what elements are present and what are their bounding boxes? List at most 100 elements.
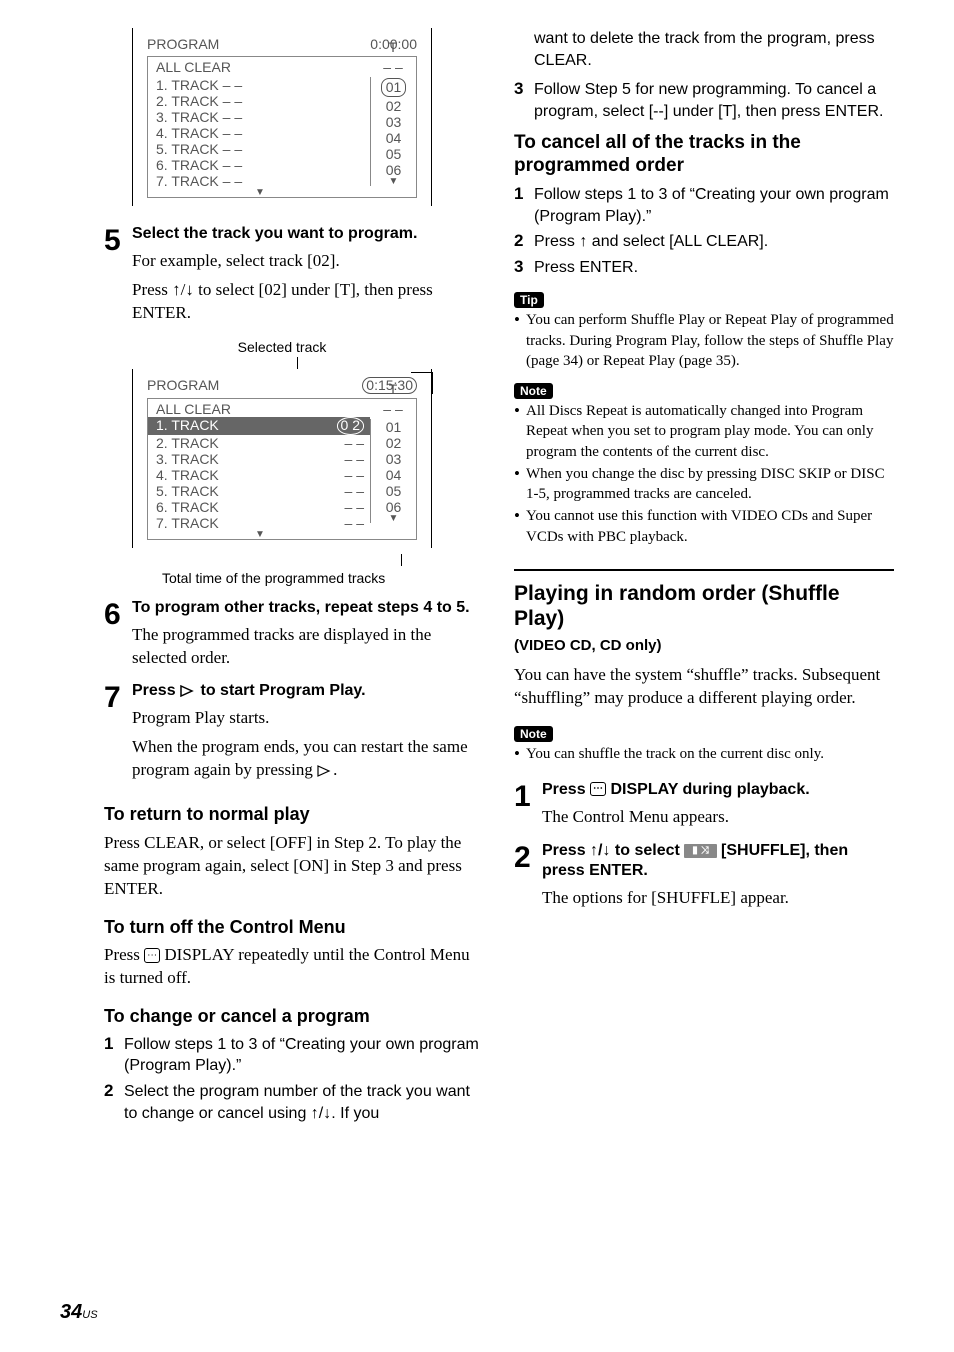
list-number: 2 — [104, 1081, 124, 1124]
step-head-part: Press ↑/↓ to select — [542, 842, 684, 859]
step-heading: Press ⋯ DISPLAY during playback. — [542, 780, 894, 800]
track-dash: – – — [345, 483, 364, 499]
track-dash: – – — [345, 435, 364, 451]
step-head-part: Press — [132, 682, 180, 699]
page-num: 34 — [60, 1301, 82, 1323]
track-row: 1. TRACK — [156, 417, 219, 434]
step-number: 2 — [514, 843, 542, 873]
page-suffix: US — [82, 1309, 97, 1321]
step-text-part: When the program ends, you can restart t… — [132, 737, 468, 779]
shuffle-icon: ▮ ⤨ — [684, 844, 716, 859]
track-dash: – – — [345, 499, 364, 515]
track-row: 2. TRACK – – — [156, 93, 364, 109]
right-item: 03 — [371, 451, 416, 467]
track-row: 4. TRACK – – — [156, 125, 364, 141]
section-rule — [514, 569, 894, 571]
down-arrow-icon: ▼ — [371, 178, 416, 186]
track-row: 6. TRACK – – — [156, 157, 364, 173]
right-item: 05 — [371, 146, 416, 162]
list-text: Follow steps 1 to 3 of “Creating your ow… — [124, 1034, 484, 1077]
track-dash: – – — [345, 515, 364, 531]
t-label: T — [370, 381, 416, 397]
track-row: 5. TRACK – – — [156, 141, 364, 157]
list-text: Follow steps 1 to 3 of “Creating your ow… — [534, 184, 894, 227]
note-badge: Note — [514, 726, 553, 742]
note-text: You cannot use this function with VIDEO … — [526, 506, 894, 547]
continued-text: want to delete the track from the progra… — [534, 28, 894, 71]
track-row: 5. TRACK — [156, 483, 219, 499]
list-text: Select the program number of the track y… — [124, 1081, 484, 1124]
list-number: 3 — [514, 79, 534, 122]
step-text: When the program ends, you can restart t… — [132, 736, 484, 782]
right-item: 05 — [371, 483, 416, 499]
heading-change: To change or cancel a program — [104, 1006, 484, 1028]
step-number: 1 — [514, 782, 542, 812]
step-number: 5 — [104, 226, 132, 256]
list-number: 1 — [104, 1034, 124, 1077]
track-row: 1. TRACK – – — [156, 77, 364, 93]
right-item: 01 — [371, 419, 416, 435]
heading-turnoff: To turn off the Control Menu — [104, 917, 484, 939]
highlight-item: 01 — [381, 78, 407, 97]
step-heading: To program other tracks, repeat steps 4 … — [132, 598, 484, 618]
step-heading: Select the track you want to program. — [132, 224, 484, 244]
program-title: PROGRAM — [147, 377, 219, 394]
text-part: Press — [104, 945, 144, 964]
bullet-icon: • — [514, 310, 526, 371]
track-row: 2. TRACK — [156, 435, 219, 451]
display-icon: ⋯ — [590, 782, 606, 797]
pointer-line — [401, 554, 402, 566]
step-text: The options for [SHUFFLE] appear. — [542, 887, 894, 910]
step-heading: Press ↑/↓ to select ▮ ⤨ [SHUFFLE], then … — [542, 841, 894, 881]
bullet-icon: • — [514, 506, 526, 547]
program-title: PROGRAM — [147, 36, 219, 52]
track-row: 4. TRACK — [156, 467, 219, 483]
right-item: 04 — [371, 467, 416, 483]
list-number: 3 — [514, 257, 534, 279]
down-arrow-icon: ▼ — [156, 189, 364, 197]
bullet-icon: • — [514, 464, 526, 505]
down-arrow-icon: ▼ — [156, 531, 364, 539]
right-item: 04 — [371, 130, 416, 146]
list-text: Press ENTER. — [534, 257, 638, 279]
track-dash: – – — [345, 467, 364, 483]
step-head-part: DISPLAY during playback. — [606, 781, 810, 798]
heading-cancel-all: To cancel all of the tracks in the progr… — [514, 132, 894, 178]
track-row: 3. TRACK – – — [156, 109, 364, 125]
list-text: Follow Step 5 for new programming. To ca… — [534, 79, 894, 122]
step-text: The programmed tracks are displayed in t… — [132, 624, 484, 670]
t-label: T — [370, 39, 416, 55]
bullet-icon: • — [514, 401, 526, 462]
all-clear: ALL CLEAR — [156, 59, 364, 75]
list-number: 2 — [514, 231, 534, 253]
list-text: Press ↑ and select [ALL CLEAR]. — [534, 231, 768, 253]
paragraph: Press CLEAR, or select [OFF] in Step 2. … — [104, 832, 484, 901]
step-heading: Press to start Program Play. — [132, 681, 484, 701]
program-diagram-2: PROGRAM 0:15:30 ALL CLEAR 1. TRACK 0 2 2… — [132, 369, 432, 548]
tip-badge: Tip — [514, 292, 544, 308]
track-row: 3. TRACK — [156, 451, 219, 467]
step-head-part: Press — [542, 781, 590, 798]
track-row: 7. TRACK — [156, 515, 219, 531]
caption-selected-track: Selected track — [132, 339, 432, 355]
heading-shuffle: Playing in random order (Shuffle Play) — [514, 581, 894, 631]
step-text: The Control Menu appears. — [542, 806, 894, 829]
note-badge: Note — [514, 383, 553, 399]
paragraph: You can have the system “shuffle” tracks… — [514, 664, 894, 710]
note-text: You can shuffle the track on the current… — [526, 744, 894, 764]
paragraph: Press ⋯ DISPLAY repeatedly until the Con… — [104, 944, 484, 990]
tip-text: You can perform Shuffle Play or Repeat P… — [526, 310, 894, 371]
track-row: 6. TRACK — [156, 499, 219, 515]
subtitle-shuffle: (VIDEO CD, CD only) — [514, 637, 894, 654]
step-number: 7 — [104, 683, 132, 713]
right-item: – – — [370, 401, 416, 417]
play-icon — [317, 765, 333, 777]
step-text: Program Play starts. — [132, 707, 484, 730]
right-item: 02 — [371, 98, 416, 114]
bullet-icon: • — [514, 744, 526, 764]
track-dash: – – — [345, 451, 364, 467]
down-arrow-icon: ▼ — [371, 515, 416, 523]
selected-track-value: 0 2 — [337, 417, 364, 434]
note-text: All Discs Repeat is automatically change… — [526, 401, 894, 462]
right-item: 03 — [371, 114, 416, 130]
